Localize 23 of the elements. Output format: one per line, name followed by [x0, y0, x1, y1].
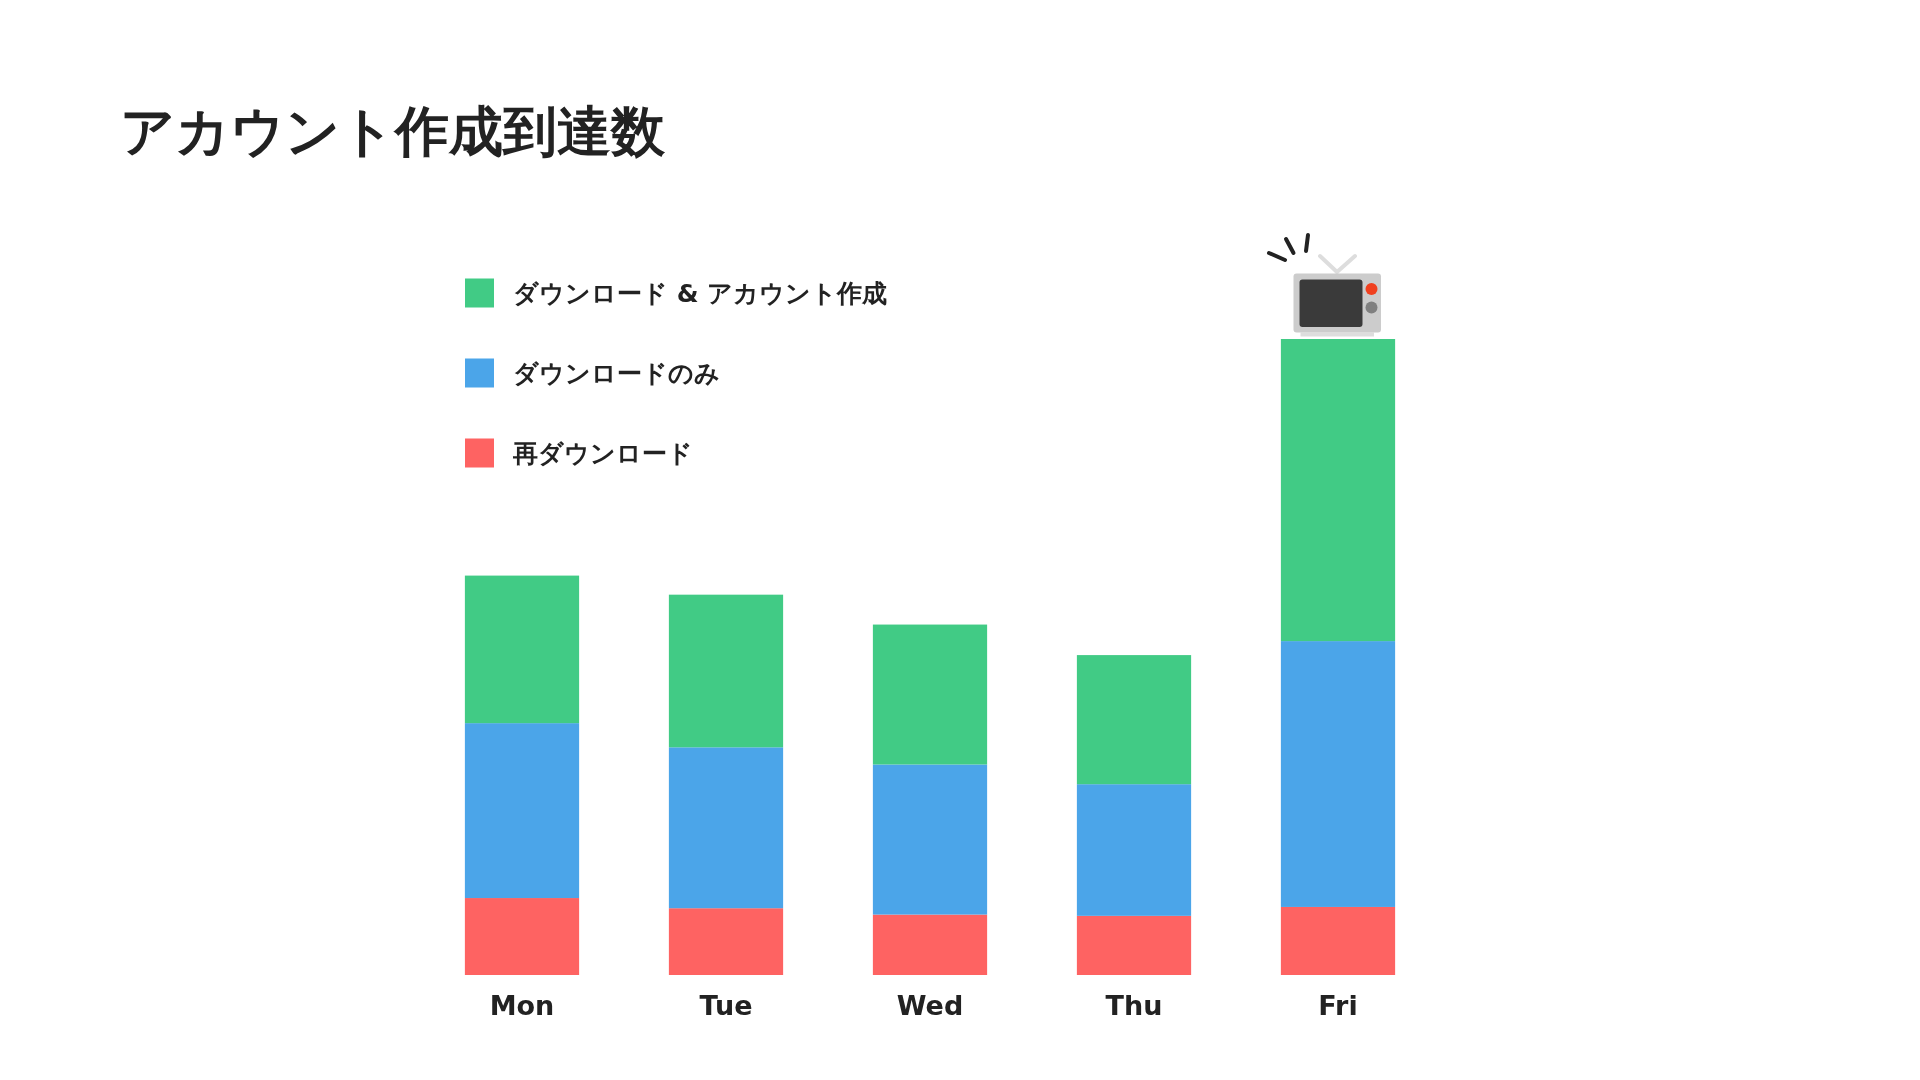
bar	[1280, 906, 1396, 975]
x-tick-label: Thu	[1105, 990, 1163, 1021]
x-tick-label: Fri	[1318, 990, 1358, 1021]
bar	[1076, 784, 1192, 916]
bar	[464, 723, 580, 899]
x-tick-label: Wed	[896, 990, 964, 1021]
legend-label: ダウンロード & アカウント作成	[513, 279, 888, 308]
bar	[1076, 915, 1192, 975]
bar	[668, 594, 784, 748]
bar	[464, 898, 580, 975]
bar	[668, 908, 784, 975]
x-tick-label: Mon	[489, 990, 555, 1021]
bar	[668, 747, 784, 909]
bar	[464, 575, 580, 724]
chart-title: アカウント作成到達数	[120, 100, 666, 163]
bar	[1076, 655, 1192, 785]
bar	[872, 624, 988, 765]
bar	[872, 764, 988, 915]
bar	[1280, 641, 1396, 907]
legend-label: 再ダウンロード	[512, 439, 693, 468]
x-tick-label: Tue	[699, 990, 753, 1021]
legend-label: ダウンロードのみ	[513, 359, 720, 388]
bar	[872, 914, 988, 975]
